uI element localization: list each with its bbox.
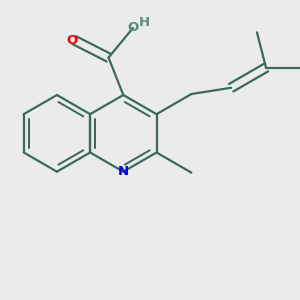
Text: H: H	[139, 16, 150, 28]
Text: N: N	[118, 165, 129, 178]
Text: O: O	[66, 34, 77, 47]
Text: O: O	[128, 21, 139, 34]
